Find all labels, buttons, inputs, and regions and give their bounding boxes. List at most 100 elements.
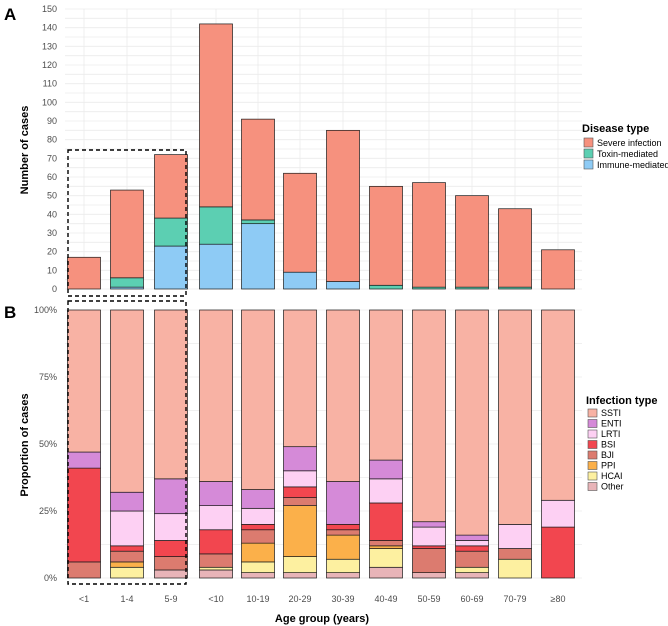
- bar-a-20-29-immune-mediated: [283, 271, 317, 290]
- bar-b-40-49-hcai: [369, 548, 403, 568]
- bar-a-40-49-toxin-mediated: [369, 284, 403, 290]
- bar-b-30-39-enti: [326, 481, 360, 525]
- bar-b-40-49-other: [369, 566, 403, 579]
- legend-infection-type: Infection type SSTIENTILRTIBSIBJIPPIHCAI…: [586, 395, 658, 492]
- panel-label-b: B: [4, 303, 16, 322]
- y-tick-label-a: 140: [42, 23, 57, 33]
- bar-b-10-19-ssti: [241, 309, 275, 490]
- bar-b-50-59-ssti: [412, 309, 446, 523]
- bar-b-10-19-lrti: [241, 507, 275, 525]
- bar-b-10-19-enti: [241, 489, 275, 509]
- bar-b-50-59-other: [412, 572, 446, 579]
- bar-a-lt10-toxin-mediated: [199, 206, 233, 245]
- bar-b-40-49-ssti: [369, 309, 403, 461]
- bar-b-30-39-other: [326, 572, 360, 579]
- bar-b-30-39-bji: [326, 529, 360, 536]
- bar-a-10-19-immune-mediated: [241, 223, 275, 290]
- bar-b-10-19-ppi: [241, 542, 275, 563]
- bar-b-70-79-ssti: [498, 309, 532, 525]
- bars: [67, 23, 575, 579]
- bar-b-lt10-lrti: [199, 505, 233, 531]
- bar-a-lt10-severe-infection: [199, 23, 233, 208]
- legend-key-lrti: [587, 429, 598, 439]
- bar-b-60-69-bsi: [455, 545, 489, 552]
- bar-b-10-19-bsi: [241, 524, 275, 531]
- y-tick-label-a: 10: [47, 265, 57, 275]
- bar-b-30-39-ssti: [326, 309, 360, 482]
- bar-a-10-19-toxin-mediated: [241, 219, 275, 225]
- bar-b-1-4-hcai: [110, 566, 144, 579]
- legend-key-ssti: [587, 408, 598, 418]
- bar-b-1-4-bji: [110, 550, 144, 563]
- legend-title-a: Disease type: [582, 123, 649, 135]
- bar-a-lt10-immune-mediated: [199, 243, 233, 290]
- y-tick-label-b: 100%: [34, 305, 57, 315]
- bar-b-5-9-enti: [154, 478, 188, 515]
- bar-b-lt10-bji: [199, 553, 233, 568]
- x-tick-label-40-49: 40-49: [374, 594, 397, 604]
- bar-a-1-4-severe-infection: [110, 189, 144, 279]
- bar-b-lt10-hcai: [199, 566, 233, 571]
- bar-a-5-9-severe-infection: [154, 154, 188, 219]
- bar-a-30-39-immune-mediated: [326, 281, 360, 290]
- bar-b-30-39-bsi: [326, 524, 360, 531]
- bar-b-10-19-hcai: [241, 561, 275, 573]
- highlight-box-b: [67, 300, 187, 585]
- y-tick-label-a: 60: [47, 172, 57, 182]
- y-axis-title-b: Proportion of cases: [19, 393, 31, 496]
- bar-b-1-4-bsi: [110, 545, 144, 552]
- legend-label-severe-infection: Severe infection: [597, 138, 662, 148]
- y-axis-title-a: Number of cases: [19, 106, 31, 195]
- y-tick-label-a: 100: [42, 97, 57, 107]
- bar-b-lt10-enti: [199, 481, 233, 506]
- bar-a-70-79-severe-infection: [498, 208, 532, 288]
- legend-key-ppi: [587, 461, 598, 470]
- legend-key-bsi: [587, 440, 598, 449]
- bar-a-5-9-toxin-mediated: [154, 217, 188, 247]
- bar-b-lt10-ssti: [199, 309, 233, 482]
- y-tick-label-a: 120: [42, 60, 57, 70]
- legend-key-enti: [587, 419, 598, 428]
- legend-label-bji: BJI: [601, 450, 614, 460]
- bar-b-5-9-bsi: [154, 540, 188, 557]
- legend-key-immune-mediated: [583, 159, 594, 170]
- bar-b-30-39-ppi: [326, 534, 360, 560]
- bar-b-70-79-hcai: [498, 558, 532, 579]
- bar-b-1-4-lrti: [110, 510, 144, 547]
- bar-a-50-59-severe-infection: [412, 182, 446, 288]
- legend-label-hcai: HCAI: [601, 471, 623, 481]
- y-tick-label-a: 150: [42, 4, 57, 14]
- x-tick-label-70-79: 70-79: [503, 594, 526, 604]
- y-tick-label-a: 50: [47, 191, 57, 201]
- panel-label-a: A: [4, 5, 16, 24]
- bar-b-lt1-ssti: [67, 309, 101, 453]
- legend-label-immune-mediated: Immune-mediated: [597, 160, 668, 170]
- y-tick-label-b: 75%: [39, 372, 57, 382]
- bar-a-5-9-immune-mediated: [154, 245, 188, 290]
- bar-b-20-29-enti: [283, 446, 317, 472]
- bar-b-50-59-bsi: [412, 545, 446, 549]
- legend-key-toxin-mediated: [583, 148, 594, 159]
- y-tick-label-b: 50%: [39, 439, 57, 449]
- y-tick-label-a: 130: [42, 41, 57, 51]
- y-tick-label-a: 90: [47, 116, 57, 126]
- axes: 0 10 20 30 40 50 60 70 80 90 100 110 120 130 140 150 0% 2…: [34, 4, 566, 604]
- bar-b-40-49-lrti: [369, 478, 403, 504]
- legend-label-enti: ENTI: [601, 419, 622, 429]
- bar-b-40-49-bsi: [369, 502, 403, 541]
- bar-b-5-9-ssti: [154, 309, 188, 480]
- bar-b-10-19-bji: [241, 529, 275, 544]
- x-tick-label-5-9: 5-9: [164, 594, 177, 604]
- x-tick-label-1-4: 1-4: [120, 594, 133, 604]
- x-tick-label-ge80: ≥80: [551, 594, 566, 604]
- bar-b-20-29-hcai: [283, 556, 317, 573]
- bar-b-lt10-other: [199, 569, 233, 579]
- legend-key-hcai: [587, 471, 598, 481]
- bar-a-30-39-severe-infection: [326, 129, 360, 282]
- bar-b-20-29-ppi: [283, 505, 317, 557]
- bar-a-1-4-toxin-mediated: [110, 277, 144, 288]
- x-tick-label-10-19: 10-19: [246, 594, 269, 604]
- bar-b-30-39-hcai: [326, 558, 360, 573]
- bar-a-10-19-severe-infection: [241, 118, 275, 221]
